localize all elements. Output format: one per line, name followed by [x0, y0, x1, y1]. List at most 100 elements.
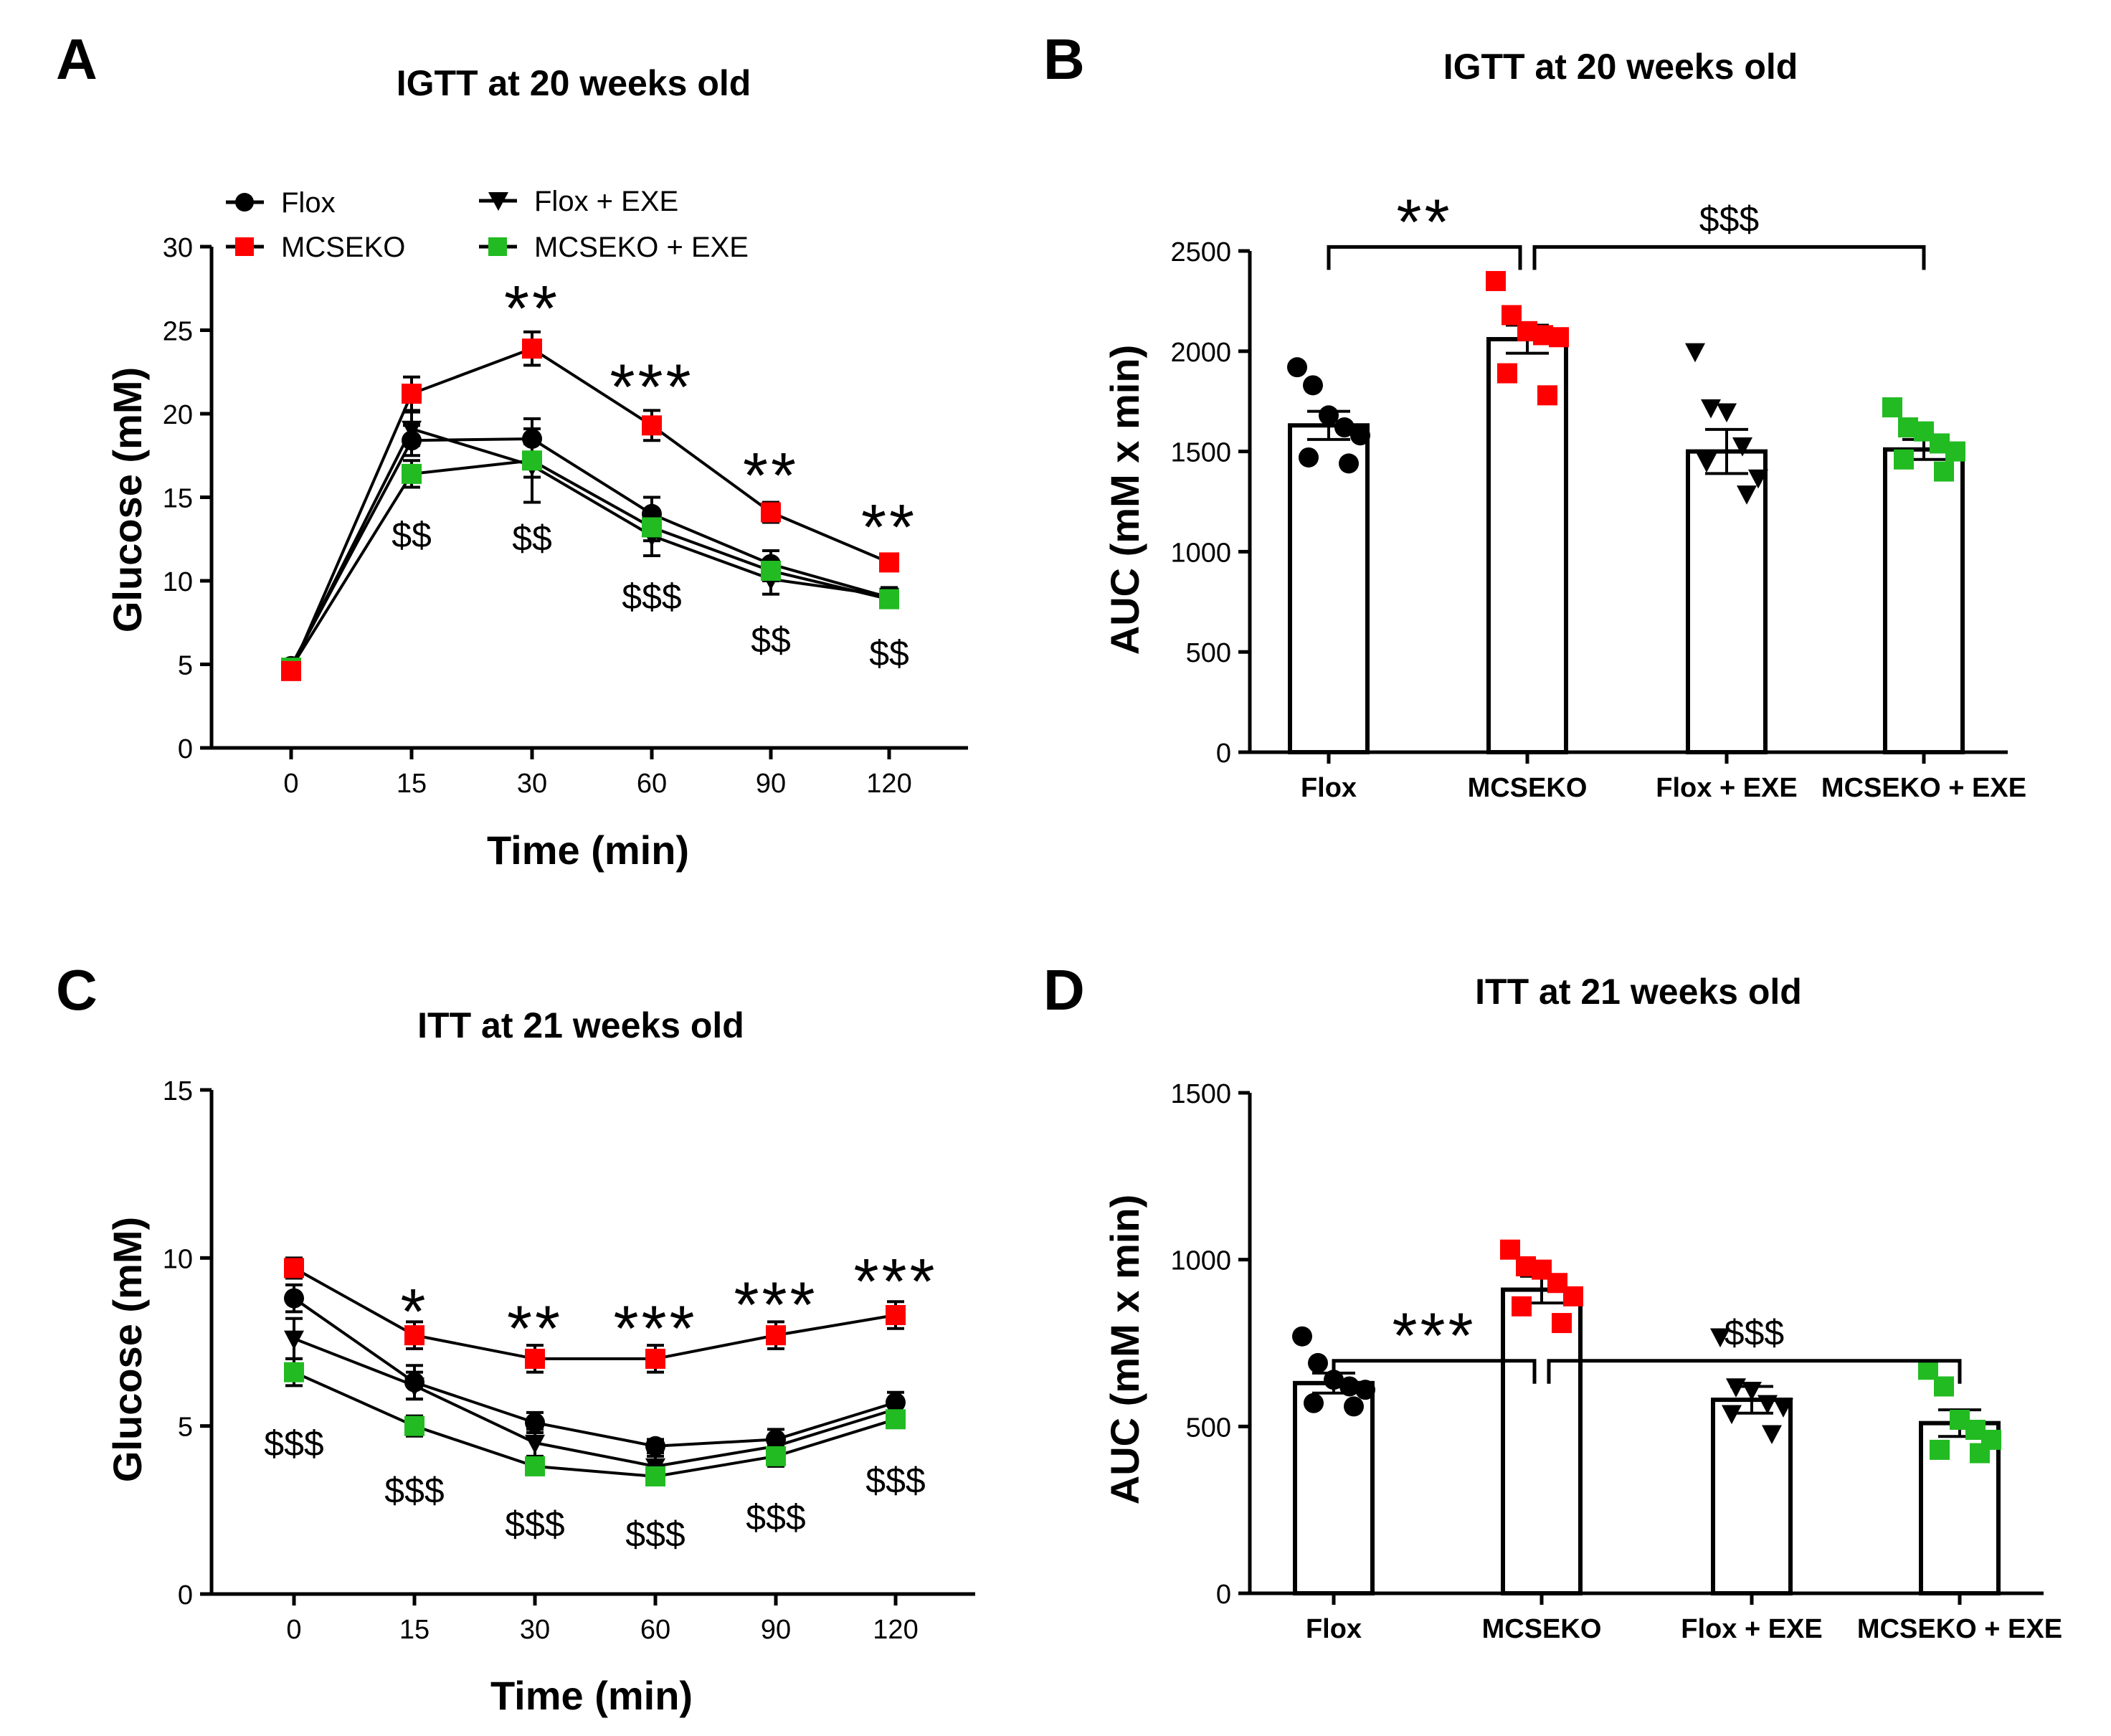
- bar-flox: [1288, 423, 1370, 754]
- series-line-mcseko: [290, 346, 890, 672]
- panel-a-title: IGTT at 20 weeks old: [397, 63, 751, 103]
- significance-dollars: $$: [392, 515, 432, 555]
- significance-dollars: $$$: [1725, 1313, 1784, 1353]
- x-tick-label: 30: [517, 769, 547, 799]
- y-tick-label: 10: [163, 1244, 193, 1274]
- panel-b-ylabel: AUC (mM x min): [1102, 345, 1147, 655]
- legend: Flox MCSEKO Flox + EXE MCSEKO + EXE: [226, 186, 749, 263]
- series-line-mcseko-exe: [293, 1370, 896, 1478]
- data-point-flox-exe: [1701, 399, 1721, 419]
- legend-flox-exe-marker: [488, 192, 508, 211]
- data-point-flox: [1303, 375, 1323, 396]
- data-point-mcseko-exe: [1882, 397, 1902, 418]
- data-point-mcseko-exe: [1934, 461, 1954, 482]
- data-point-flox-exe: [1717, 403, 1737, 423]
- data-point-flox-exe: [1722, 1405, 1742, 1425]
- data-point-flox: [1304, 1393, 1324, 1413]
- data-point-mcseko-exe: [642, 517, 662, 538]
- x-tick-label: MCSEKO: [1482, 1614, 1602, 1644]
- data-point-flox-exe: [1742, 1381, 1762, 1401]
- panel-d-ylabel: AUC (mM x min): [1102, 1195, 1147, 1504]
- data-point-mcseko-exe: [284, 1362, 304, 1382]
- data-point-flox: [1334, 417, 1355, 438]
- series-line-flox-exe: [290, 427, 890, 669]
- bar-mcseko-exe: [1883, 447, 1965, 755]
- x-tick-label: Flox + EXE: [1681, 1614, 1822, 1644]
- x-tick-label: 15: [399, 1615, 430, 1645]
- y-tick-label: 5: [178, 1413, 193, 1443]
- significance-dollars: $$$: [264, 1423, 323, 1464]
- data-point-mcseko-exe: [886, 1409, 906, 1430]
- data-point-mcseko-exe: [1930, 1439, 1950, 1460]
- data-point-flox: [1339, 453, 1359, 474]
- significance-stars: ***: [609, 351, 693, 423]
- data-point-mcseko: [761, 502, 781, 523]
- y-tick-label: 5: [178, 651, 193, 681]
- significance-stars: ***: [853, 1246, 937, 1318]
- data-point-mcseko: [1549, 327, 1569, 348]
- data-point-mcseko-exe: [761, 561, 781, 582]
- x-tick-label: 0: [286, 1615, 301, 1645]
- data-point-mcseko: [1537, 385, 1557, 406]
- legend-mcseko-exe-marker: [488, 237, 507, 256]
- data-point-flox-exe: [1748, 469, 1768, 489]
- x-tick-label: 90: [761, 1615, 791, 1645]
- x-tick-label: Flox: [1301, 773, 1357, 803]
- data-point-flox-exe: [1732, 437, 1752, 457]
- data-point-flox: [525, 1412, 545, 1433]
- significance-stars: **: [743, 440, 799, 512]
- series-line-flox: [290, 437, 890, 667]
- y-tick-label: 0: [1216, 1580, 1231, 1610]
- data-point-mcseko-exe: [645, 1466, 665, 1486]
- x-tick-label: 60: [637, 769, 667, 799]
- data-point-flox-exe: [1710, 1328, 1730, 1348]
- legend-mcseko-marker: [235, 237, 254, 256]
- y-tick-label: 2500: [1170, 237, 1231, 267]
- panel-b-plot: 0 500 1000 1500 2000 2500 Flox MCSEKO Flox + EXE…: [1170, 186, 2026, 803]
- x-tick-label: 90: [756, 769, 786, 799]
- data-point-mcseko: [284, 1258, 304, 1279]
- data-point-mcseko: [525, 1348, 545, 1369]
- data-point-mcseko-exe: [879, 589, 899, 610]
- data-point-flox: [1339, 1376, 1360, 1397]
- significance-stars: **: [1396, 186, 1452, 258]
- series-line-mcseko-exe: [290, 459, 890, 669]
- data-point-flox-exe: [1737, 485, 1757, 505]
- series-line-flox: [293, 1296, 896, 1448]
- legend-mcseko-label: MCSEKO: [281, 232, 405, 263]
- data-point-mcseko: [886, 1305, 906, 1326]
- significance-stars: ***: [613, 1293, 697, 1365]
- data-point-flox-exe: [1762, 1425, 1782, 1445]
- panel-c-ylabel: Glucose (mM): [105, 1217, 150, 1482]
- y-tick-label: 500: [1186, 1413, 1231, 1443]
- panel-a-xlabel: Time (min): [487, 827, 689, 873]
- panel-c-title: ITT at 21 weeks old: [417, 1005, 744, 1045]
- y-tick-label: 500: [1186, 638, 1231, 668]
- data-point-mcseko-exe: [766, 1446, 786, 1466]
- y-tick-label: 1500: [1170, 438, 1231, 468]
- data-point-flox-exe: [1685, 343, 1705, 363]
- panel-b-title: IGTT at 20 weeks old: [1443, 47, 1798, 87]
- panel-letter-b: B: [1043, 27, 1085, 91]
- data-point-mcseko: [1563, 1286, 1583, 1306]
- data-point-mcseko: [642, 415, 662, 436]
- x-tick-label: 60: [640, 1615, 670, 1645]
- y-tick-label: 10: [163, 567, 193, 597]
- significance-bracket: [1547, 1359, 1962, 1384]
- significance-dollars: $$$: [625, 1514, 685, 1555]
- panel-letter-a: A: [56, 27, 98, 91]
- x-tick-label: Flox + EXE: [1656, 773, 1797, 803]
- significance-dollars: $$$: [865, 1461, 925, 1501]
- data-point-flox-exe: [284, 1330, 304, 1350]
- data-point-mcseko-exe: [1894, 449, 1914, 470]
- bar-flox-exe: [1686, 449, 1768, 754]
- panel-letter-c: C: [56, 958, 98, 1022]
- panel-d-title: ITT at 21 weeks old: [1475, 972, 1802, 1012]
- data-point-mcseko: [766, 1325, 786, 1346]
- data-point-flox-exe: [404, 1377, 424, 1397]
- panel-d-plot: 0 500 1000 1500 Flox MCSEKO Flox + EXE MCSEKO +…: [1170, 1079, 2062, 1644]
- data-point-flox: [1299, 447, 1319, 468]
